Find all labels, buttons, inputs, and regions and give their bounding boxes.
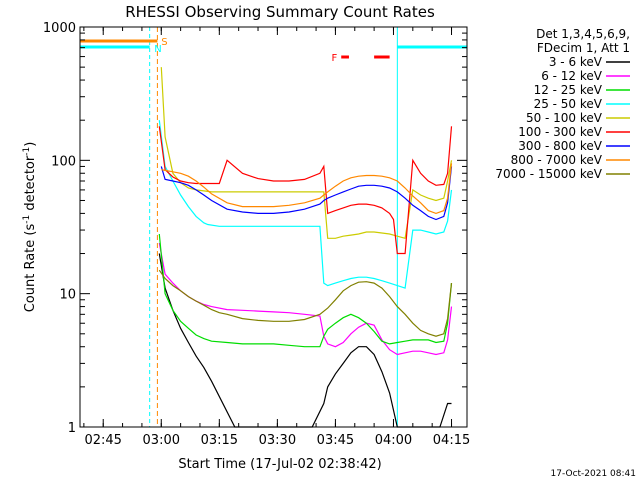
series-line-8 [161, 163, 453, 215]
legend-entry-label: 100 - 300 keV [518, 125, 602, 139]
legend: Det 1,3,4,5,6,9,FDecim 1, Att 13 - 6 keV… [495, 27, 630, 181]
legend-entry-label: 25 - 50 keV [534, 97, 603, 111]
legend-header-line: Det 1,3,4,5,6,9, [536, 27, 630, 41]
chart-title: RHESSI Observing Summary Count Rates [125, 3, 435, 21]
x-tick-label: 04:15 [433, 433, 470, 448]
x-axis: 02:45 03:00 03:15 03:30 03:45 04:00 04:15 [83, 27, 470, 448]
background-layer: SN F [79, 27, 468, 427]
x-tick-label: 03:30 [259, 433, 296, 448]
flag-f-label: F [332, 53, 338, 64]
legend-entry-label: 3 - 6 keV [549, 55, 603, 69]
x-tick-label: 03:45 [317, 433, 354, 448]
y-axis-label-part2: detector [23, 155, 38, 215]
x-tick-label: 02:45 [84, 433, 121, 448]
x-tick-label: 03:15 [201, 433, 238, 448]
x-axis-label: Start Time (17-Jul-02 02:38:42) [178, 457, 381, 472]
x-tick-label: 04:00 [375, 433, 412, 448]
legend-entry-label: 800 - 7000 keV [511, 153, 603, 167]
y-axis-label-part1: Count Rate (s [23, 224, 38, 313]
plot-frame [79, 26, 468, 428]
series-line-4 [158, 120, 453, 289]
series-line-5 [160, 67, 453, 240]
y-axis-label: Count Rate (s-1 detector-1) [22, 142, 38, 313]
legend-entry-label: 7000 - 15000 keV [495, 167, 602, 181]
legend-header-line: FDecim 1, Att 1 [537, 41, 630, 55]
series-line-7 [160, 166, 453, 221]
flag-n-label: N [154, 44, 161, 55]
y-tick-label: 1000 [43, 21, 76, 36]
y-axis-label-sup2: -1 [22, 147, 32, 156]
series-line-3 [158, 233, 453, 348]
x-tick-label: 03:00 [143, 433, 180, 448]
y-tick-label: 1 [68, 421, 76, 436]
series-layer [158, 67, 453, 428]
y-axis-label-part3: ) [23, 142, 38, 147]
legend-entry-label: 6 - 12 keV [541, 69, 603, 83]
y-tick-label: 100 [51, 154, 76, 169]
y-axis-label-sup1: -1 [22, 215, 32, 224]
legend-entry-label: 12 - 25 keV [534, 83, 603, 97]
legend-entry-label: 50 - 100 keV [526, 111, 603, 125]
y-axis: 1 10 100 1000 [43, 21, 467, 436]
footer-date: 17-Oct-2021 08:41 [551, 469, 636, 479]
legend-entry-label: 300 - 800 keV [518, 139, 602, 153]
y-tick-label: 10 [59, 288, 76, 303]
flag-s-label: S [161, 37, 167, 48]
series-line-6 [158, 126, 453, 255]
series-line-9 [158, 269, 453, 337]
